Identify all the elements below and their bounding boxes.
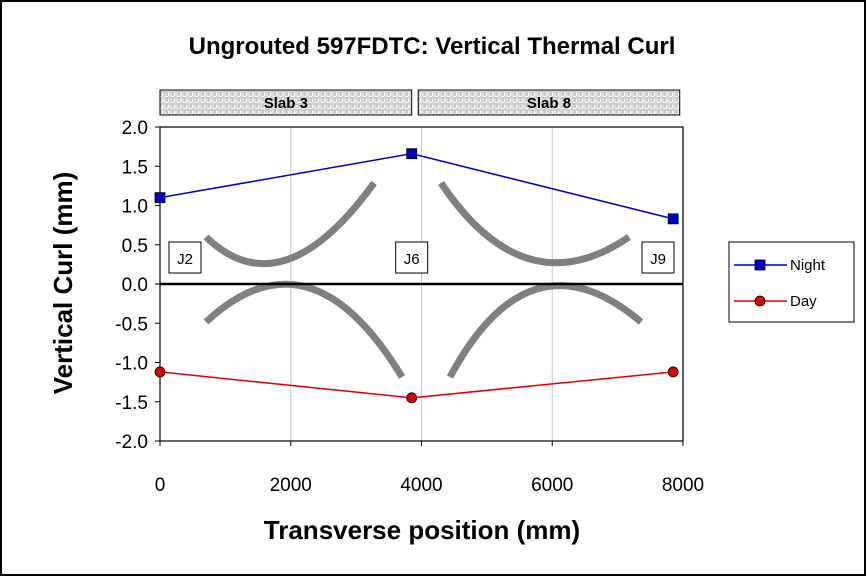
curl-arc-3 <box>438 181 631 267</box>
x-tick-label: 0 <box>155 475 166 496</box>
joint-label-j9: J9 <box>650 251 666 268</box>
y-tick-label: 1.5 <box>122 157 148 178</box>
joint-label-j2: J2 <box>177 251 193 268</box>
y-tick-label: 2.0 <box>122 118 148 139</box>
joint-label-j6: J6 <box>404 251 420 268</box>
slab-box-2 <box>417 89 681 116</box>
x-tick-label: 8000 <box>662 475 704 496</box>
chart-title: Ungrouted 597FDTC: Vertical Thermal Curl <box>189 33 676 60</box>
y-tick-label: -0.5 <box>115 314 148 335</box>
x-tick-label: 2000 <box>270 475 312 496</box>
data-point-night <box>154 192 166 204</box>
y-tick-label: -1.5 <box>115 393 148 414</box>
data-point-day <box>154 366 166 378</box>
slab-label-1: Slab 3 <box>264 95 308 112</box>
y-tick-label: 1.0 <box>122 197 148 218</box>
y-tick-label: -2.0 <box>115 432 148 453</box>
y-tick-label: 0.5 <box>122 236 148 257</box>
joint-box-j6 <box>395 241 429 274</box>
curl-arc-2 <box>203 280 405 379</box>
curl-arc-4 <box>446 282 644 379</box>
x-tick-label: 6000 <box>531 475 573 496</box>
legend-box <box>728 241 855 323</box>
joint-box-j2 <box>168 241 202 274</box>
legend-label-night: Night <box>790 257 826 274</box>
slab-label-2: Slab 8 <box>527 95 571 112</box>
data-point-day <box>406 392 418 404</box>
joint-box-j9 <box>641 241 675 274</box>
legend-marker-night <box>754 259 766 271</box>
legend-label-day: Day <box>790 293 817 310</box>
data-point-night <box>667 213 679 225</box>
x-axis-title: Transverse position (mm) <box>264 515 580 545</box>
data-point-day <box>667 366 679 378</box>
legend-marker-day <box>754 295 766 307</box>
curl-arc-1 <box>203 180 377 268</box>
y-axis-title: Vertical Curl (mm) <box>48 172 78 395</box>
y-tick-label: -1.0 <box>115 354 148 375</box>
plot-area: 2.0 1.5 1.0 0.5 0.0 -0.5 -1.0 -1.5 -2.0 0 2000 4000… <box>115 89 855 496</box>
data-point-night <box>406 148 418 160</box>
y-tick-label: 0.0 <box>122 275 148 296</box>
x-tick-label: 4000 <box>400 475 442 496</box>
slab-box-1 <box>159 89 413 116</box>
